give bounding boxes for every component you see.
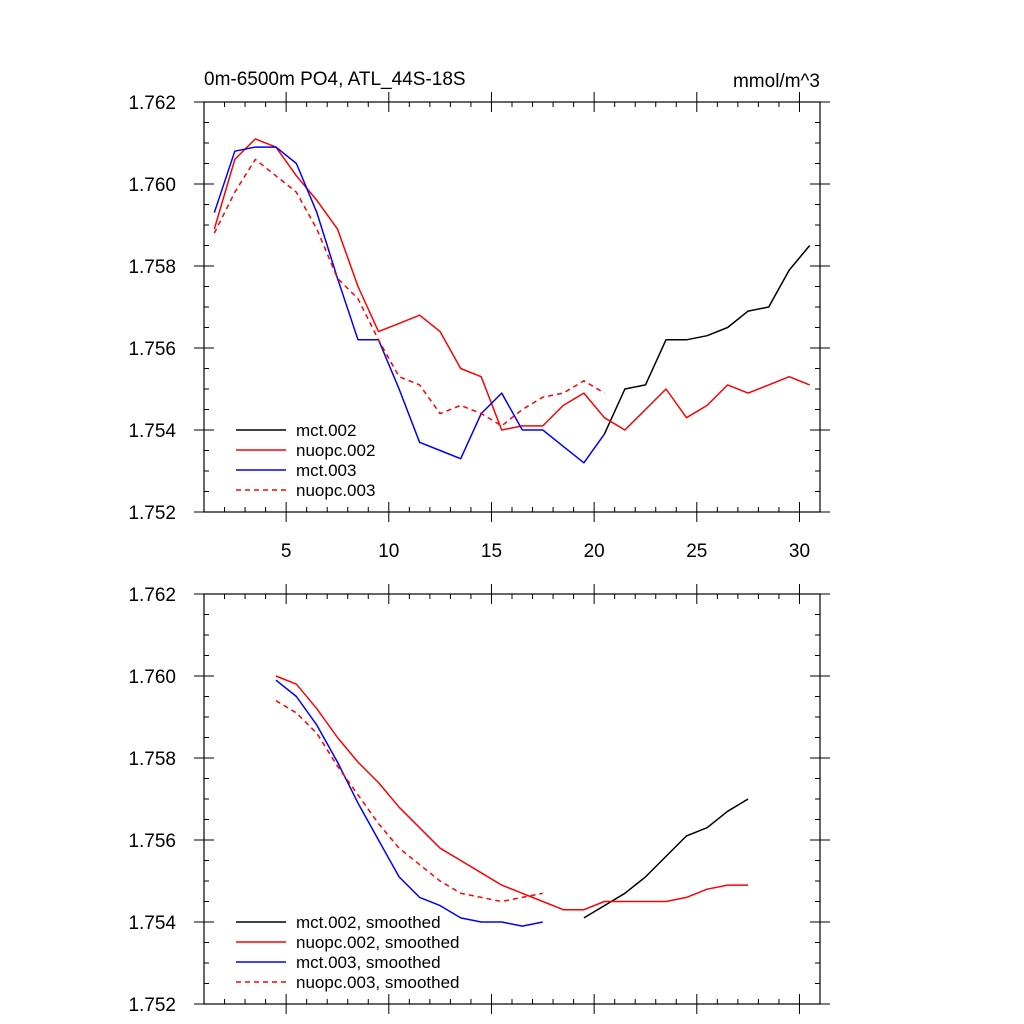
y-tick-label: 1.752 [128, 995, 176, 1016]
series-line [583, 798, 749, 919]
y-tick-label: 1.754 [128, 913, 176, 934]
legend-label: nuopc.003 [296, 481, 375, 500]
series-line [275, 699, 543, 903]
y-tick-label: 1.758 [128, 257, 176, 278]
legend-label: nuopc.003, smoothed [296, 973, 460, 992]
bottom-panel: 1.752 1.754 1.756 1.758 1.760 1.762 mct.002, s… [128, 584, 830, 1016]
legend-label: mct.002, smoothed [296, 913, 441, 932]
y-tick-label: 1.760 [128, 175, 176, 196]
legend-label: nuopc.002, smoothed [296, 933, 460, 952]
chart-title: 0m-6500m PO4, ATL_44S-18S [204, 69, 466, 90]
y-tick-label: 1.762 [128, 585, 176, 606]
top-panel: 5 10 15 20 25 30 1.752 1.754 1.756 1.758 1.760 1.76… [128, 92, 830, 562]
legend-label: mct.002 [296, 421, 356, 440]
legend-label: mct.003 [296, 461, 356, 480]
y-tick-label: 1.762 [128, 93, 176, 114]
x-tick-label: 15 [481, 541, 502, 562]
y-tick-label: 1.754 [128, 421, 176, 442]
y-tick-label: 1.758 [128, 749, 176, 770]
y-tick-label: 1.752 [128, 503, 176, 524]
series-line [275, 679, 543, 927]
series-line [213, 138, 810, 431]
x-tick-label: 20 [584, 541, 605, 562]
series-line [275, 675, 749, 911]
x-tick-label: 30 [789, 541, 810, 562]
x-tick-label: 5 [281, 541, 292, 562]
y-tick-label: 1.760 [128, 667, 176, 688]
series-line [213, 146, 606, 464]
y-tick-label: 1.756 [128, 339, 176, 360]
legend-label: nuopc.002 [296, 441, 375, 460]
x-tick-label: 10 [378, 541, 399, 562]
units-label: mmol/m^3 [733, 71, 820, 92]
x-tick-label: 25 [686, 541, 707, 562]
series-line [213, 158, 605, 427]
y-tick-label: 1.756 [128, 831, 176, 852]
series-line [603, 245, 811, 435]
legend-label: mct.003, smoothed [296, 953, 441, 972]
